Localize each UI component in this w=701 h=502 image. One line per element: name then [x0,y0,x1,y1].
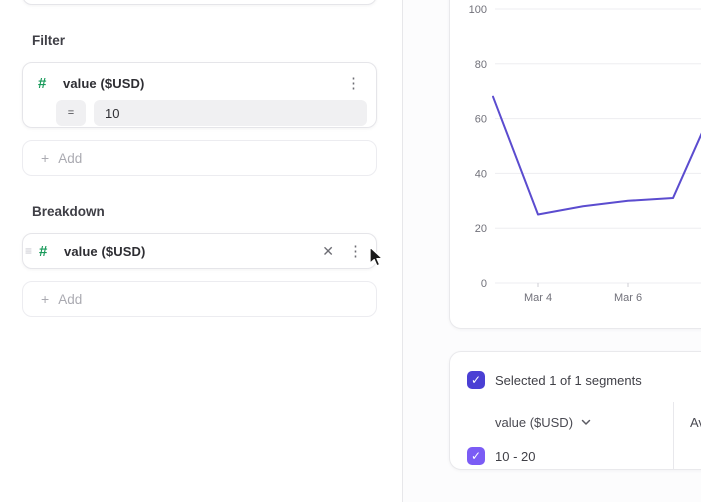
svg-text:0: 0 [481,278,487,290]
drag-handle-icon[interactable]: ≡ [25,244,33,258]
svg-text:Mar 4: Mar 4 [524,292,552,304]
checkmark-icon: ✓ [470,373,482,387]
column-divider [673,402,674,469]
select-all-checkbox[interactable]: ✓ [467,371,485,389]
number-property-icon: # [38,74,47,92]
line-chart-svg: 0 20 40 60 80 100 Mar 4 Mar 6 [469,4,701,304]
segments-table-card: ✓ Selected 1 of 1 segments value ($USD) … [449,351,701,470]
segment-row-label: 10 - 20 [495,449,536,464]
breakdown-card: ≡ # value ($USD) ✕ ⋮ [22,233,377,269]
column-header-average[interactable]: Av [690,415,701,430]
breakdown-section-title: Breakdown [32,204,105,219]
report-panel: 0 20 40 60 80 100 Mar 4 Mar 6 ✓ Selected 1 of 1… [403,0,701,502]
checkmark-icon: ✓ [470,449,482,463]
breakdown-property-label[interactable]: value ($USD) [64,243,146,259]
add-breakdown-button[interactable]: + Add [22,281,377,317]
add-filter-label: Add [58,150,83,166]
svg-text:100: 100 [469,4,487,16]
svg-text:60: 60 [475,114,487,126]
selected-segments-summary: Selected 1 of 1 segments [495,373,642,388]
remove-breakdown-icon[interactable]: ✕ [322,243,334,259]
svg-text:20: 20 [475,223,487,235]
add-filter-button[interactable]: + Add [22,140,377,176]
number-property-icon: # [39,242,48,260]
plus-icon: + [41,291,50,307]
filter-card: # value ($USD) ⋮ = [22,62,377,128]
svg-text:Mar 6: Mar 6 [614,292,642,304]
line-chart-card [449,0,701,329]
kebab-menu-icon[interactable]: ⋮ [346,74,361,92]
svg-text:40: 40 [475,168,487,180]
svg-text:80: 80 [475,59,487,71]
chevron-down-icon [581,419,591,425]
kebab-menu-icon[interactable]: ⋮ [348,242,363,260]
collapsed-card-edge [22,0,377,5]
segment-row-checkbox[interactable]: ✓ [467,447,485,465]
filter-operator-button[interactable]: = [56,100,86,126]
plus-icon: + [41,150,50,166]
filter-section-title: Filter [32,33,66,48]
add-breakdown-label: Add [58,291,83,307]
column-header-value[interactable]: value ($USD) [495,415,591,430]
filter-value-input[interactable] [94,100,367,126]
filter-property-label[interactable]: value ($USD) [63,75,145,91]
query-builder-panel: Filter # value ($USD) ⋮ = + Add Breakdow… [22,0,403,502]
